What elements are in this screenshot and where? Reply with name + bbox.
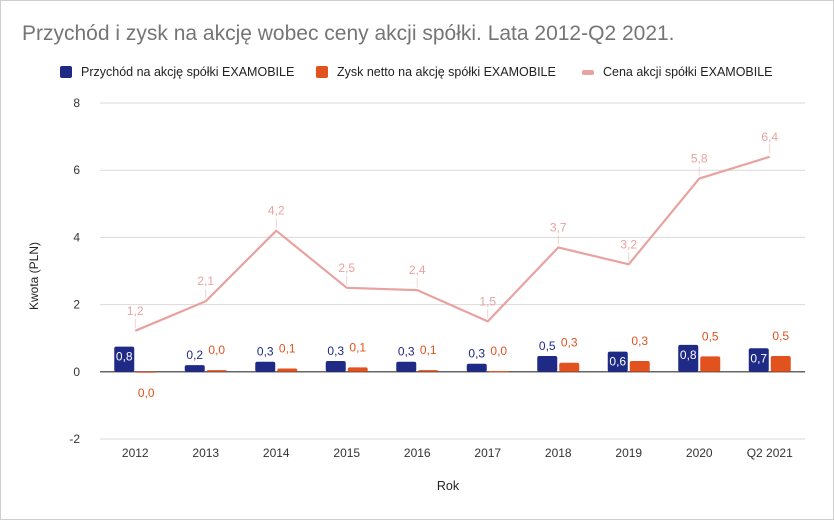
x-tick-label: 2014: [263, 446, 290, 460]
y-tick-label: -2: [69, 432, 80, 446]
revenue-data-label: 0,5: [539, 339, 556, 353]
profit-bar: [770, 356, 791, 372]
revenue-data-label: 0,8: [116, 350, 133, 364]
profit-bar: [136, 371, 157, 373]
price-data-label: 1,2: [127, 304, 144, 318]
price-data-label: 1,5: [479, 294, 496, 308]
x-tick-label: 2012: [122, 446, 149, 460]
revenue-data-label: 0,3: [327, 344, 344, 358]
price-data-label: 3,2: [620, 237, 637, 251]
profit-data-label: 0,1: [279, 341, 296, 355]
revenue-data-label: 0,3: [257, 345, 274, 359]
legend-swatch-profit: [316, 66, 328, 78]
x-tick-label: 2020: [686, 446, 713, 460]
revenue-bar: [537, 356, 558, 372]
y-tick-label: 4: [73, 230, 80, 244]
revenue-data-label: 0,7: [750, 351, 767, 365]
revenue-bar: [466, 363, 487, 372]
profit-bar: [277, 368, 298, 372]
y-axis-title: Kwota (PLN): [27, 242, 41, 310]
x-tick-label: 2015: [333, 446, 360, 460]
profit-data-label: 0,5: [702, 329, 719, 343]
profit-bar: [700, 356, 721, 372]
revenue-data-label: 0,3: [398, 345, 415, 359]
y-tick-label: 2: [73, 298, 80, 312]
chart-title: Przychód i zysk na akcję wobec ceny akcj…: [22, 22, 675, 45]
profit-bar: [206, 370, 227, 372]
x-axis-title: Rok: [437, 479, 460, 493]
revenue-data-label: 0,3: [468, 347, 485, 361]
legend-label-profit: Zysk netto na akcję spółki EXAMOBILE: [337, 65, 556, 79]
legend-item-profit[interactable]: Zysk netto na akcję spółki EXAMOBILE: [316, 65, 556, 79]
legend-swatch-revenue: [60, 66, 72, 78]
revenue-data-label: 0,2: [186, 348, 203, 362]
revenue-bar: [678, 344, 699, 372]
profit-data-label: 0,0: [208, 343, 225, 357]
profit-data-label: 0,5: [772, 329, 789, 343]
line-layer: [134, 144, 771, 332]
x-tick-label: 2017: [474, 446, 501, 460]
price-data-label: 3,7: [550, 220, 567, 234]
legend-item-revenue[interactable]: Przychód na akcję spółki EXAMOBILE: [60, 65, 294, 79]
price-data-label: 4,2: [268, 204, 285, 218]
profit-data-label: 0,1: [349, 340, 366, 354]
profit-data-label: 0,3: [631, 334, 648, 348]
y-tick-label: 6: [73, 163, 80, 177]
x-tick-label: 2016: [404, 446, 431, 460]
legend: Przychód na akcję spółki EXAMOBILE Zysk …: [0, 65, 834, 83]
profit-bar: [629, 361, 650, 372]
revenue-bar: [184, 365, 205, 372]
revenue-bar: [114, 346, 135, 372]
revenue-bar: [396, 361, 417, 372]
revenue-data-label: 0,8: [680, 348, 697, 362]
revenue-bar: [607, 351, 628, 372]
y-tick-label: 8: [73, 96, 80, 110]
x-tick-label: Q2 2021: [747, 446, 793, 460]
revenue-bar: [325, 361, 346, 372]
revenue-bar: [748, 348, 769, 372]
legend-item-price[interactable]: Cena akcji spółki EXAMOBILE: [582, 65, 773, 79]
legend-label-revenue: Przychód na akcję spółki EXAMOBILE: [81, 65, 295, 79]
price-data-label: 2,1: [197, 274, 214, 288]
x-tick-label: 2019: [615, 446, 642, 460]
profit-data-label: 0,3: [561, 336, 578, 350]
x-tick-label: 2018: [545, 446, 572, 460]
price-data-label: 6,4: [761, 130, 778, 144]
profit-data-label: 0,0: [490, 344, 507, 358]
bar-layer: [114, 344, 791, 373]
legend-label-price: Cena akcji spółki EXAMOBILE: [603, 65, 773, 79]
profit-bar: [559, 362, 580, 372]
price-data-label: 2,4: [409, 263, 426, 277]
profit-data-label: 0,0: [138, 386, 155, 400]
y-tick-label: 0: [73, 365, 80, 379]
revenue-data-label: 0,6: [609, 355, 626, 369]
x-tick-label: 2013: [192, 446, 219, 460]
price-data-label: 2,5: [338, 261, 355, 275]
profit-bar: [488, 371, 509, 373]
price-line: [134, 155, 771, 332]
profit-bar: [418, 370, 439, 372]
revenue-bar: [255, 361, 276, 372]
legend-swatch-price: [582, 69, 594, 75]
label-layer: 0,8 0,0 0,2 0,0 0,3 0,1 0,3 0,1 0,3 0,1 0,3 0,0 0,5 0…: [116, 130, 790, 400]
grid-layer: -2 0 2 4 6 8 2012 2013 2014 2015 2016 2017 2018 2019 2…: [69, 96, 805, 460]
profit-bar: [347, 367, 368, 372]
profit-data-label: 0,1: [420, 343, 437, 357]
price-data-label: 5,8: [691, 152, 708, 166]
